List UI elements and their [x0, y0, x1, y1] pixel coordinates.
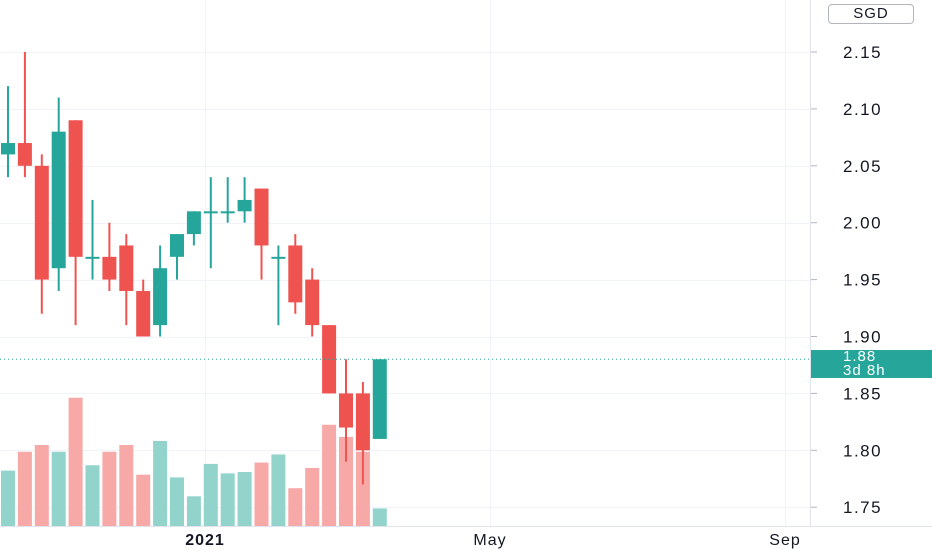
candle-body	[186, 211, 201, 235]
volume-bar	[153, 440, 168, 526]
candle[interactable]	[220, 177, 235, 223]
candle[interactable]	[136, 279, 151, 337]
price-axis-labels: 2.15 2.10 2.05 2.00 1.95 1.90 1.85 1.80 1.75	[811, 43, 882, 517]
candle-body	[102, 256, 117, 280]
volume-bar	[102, 451, 117, 526]
time-tick-label: Sep	[769, 532, 800, 549]
price-tick-label: 1.95	[843, 271, 882, 290]
candle[interactable]	[119, 234, 134, 326]
candle-body	[68, 120, 83, 257]
volume-bar	[203, 463, 218, 526]
candle-body	[322, 325, 337, 394]
bar-countdown: 3d 8h	[843, 362, 886, 379]
candle-body	[136, 290, 151, 337]
price-tick-label: 1.80	[843, 441, 882, 460]
candle[interactable]	[288, 234, 303, 314]
volume-bar	[68, 397, 83, 526]
time-tick-label: May	[473, 532, 506, 549]
candle-body	[254, 188, 269, 246]
candle[interactable]	[34, 154, 49, 314]
volume-bar	[85, 465, 100, 526]
volume-bar	[1, 470, 15, 526]
candle[interactable]	[339, 359, 353, 462]
candle-body	[170, 234, 184, 257]
price-tick-label: 1.85	[843, 384, 882, 403]
candle[interactable]	[102, 222, 117, 291]
volume-bar	[305, 467, 320, 526]
volume-bar	[51, 451, 66, 526]
candle-body	[237, 199, 252, 212]
volume-bar	[136, 474, 151, 526]
volume-bar	[355, 451, 370, 526]
candle[interactable]	[372, 359, 387, 439]
price-tick-label: 2.15	[843, 43, 882, 62]
candle[interactable]	[186, 211, 201, 246]
price-tick-label: 2.10	[843, 100, 882, 119]
candle-body	[1, 143, 15, 155]
candle[interactable]	[17, 52, 32, 178]
volume-bar	[186, 496, 201, 526]
price-tick-label: 2.00	[843, 214, 882, 233]
candle-body	[119, 245, 134, 291]
candle-body	[153, 268, 168, 326]
candle[interactable]	[153, 245, 168, 337]
candle[interactable]	[355, 382, 370, 485]
price-tick-label: 1.90	[843, 328, 882, 347]
last-price-tag: 1.88 3d 8h	[811, 348, 932, 379]
volume-bar	[254, 462, 269, 526]
volume-bar	[288, 488, 303, 526]
volume-bar	[119, 445, 134, 526]
candle-body	[339, 393, 353, 428]
candle[interactable]	[85, 199, 100, 280]
volume-bar	[170, 477, 184, 526]
volume-bar	[339, 436, 353, 526]
candle[interactable]	[254, 188, 269, 280]
candle[interactable]	[271, 245, 286, 326]
candle-body	[203, 211, 218, 214]
volume-bar	[322, 424, 337, 526]
candles[interactable]	[1, 52, 387, 485]
grid-lines	[0, 0, 810, 526]
candle[interactable]	[170, 234, 184, 280]
volume-bar	[237, 472, 252, 526]
candle[interactable]	[237, 177, 252, 223]
currency-button[interactable]: SGD	[828, 4, 914, 24]
candle-body	[305, 279, 320, 326]
volume-bars	[1, 397, 387, 526]
candle-body	[355, 393, 370, 451]
candle-body	[288, 245, 303, 303]
candle-body	[85, 256, 100, 259]
candle-body	[51, 131, 66, 269]
candle[interactable]	[51, 97, 66, 291]
candle[interactable]	[68, 120, 83, 326]
candle-body	[17, 143, 32, 166]
price-tick-label: 1.75	[843, 498, 882, 517]
candle[interactable]	[203, 177, 218, 269]
volume-bar	[17, 451, 32, 526]
volume-bar	[220, 473, 235, 526]
candle-body	[271, 256, 286, 259]
last-price-value: 1.88	[843, 348, 877, 365]
candle[interactable]	[305, 268, 320, 337]
price-tick-label: 2.05	[843, 157, 882, 176]
volume-bar	[372, 508, 387, 526]
candle-body	[220, 211, 235, 214]
candle-body	[372, 359, 387, 439]
candle[interactable]	[1, 86, 15, 178]
time-axis-labels: 2021 May Sep	[185, 532, 800, 549]
volume-bar	[34, 445, 49, 526]
time-tick-label: 2021	[185, 532, 225, 549]
candle[interactable]	[322, 325, 337, 394]
volume-bar	[271, 454, 286, 526]
candle-body	[34, 165, 49, 280]
